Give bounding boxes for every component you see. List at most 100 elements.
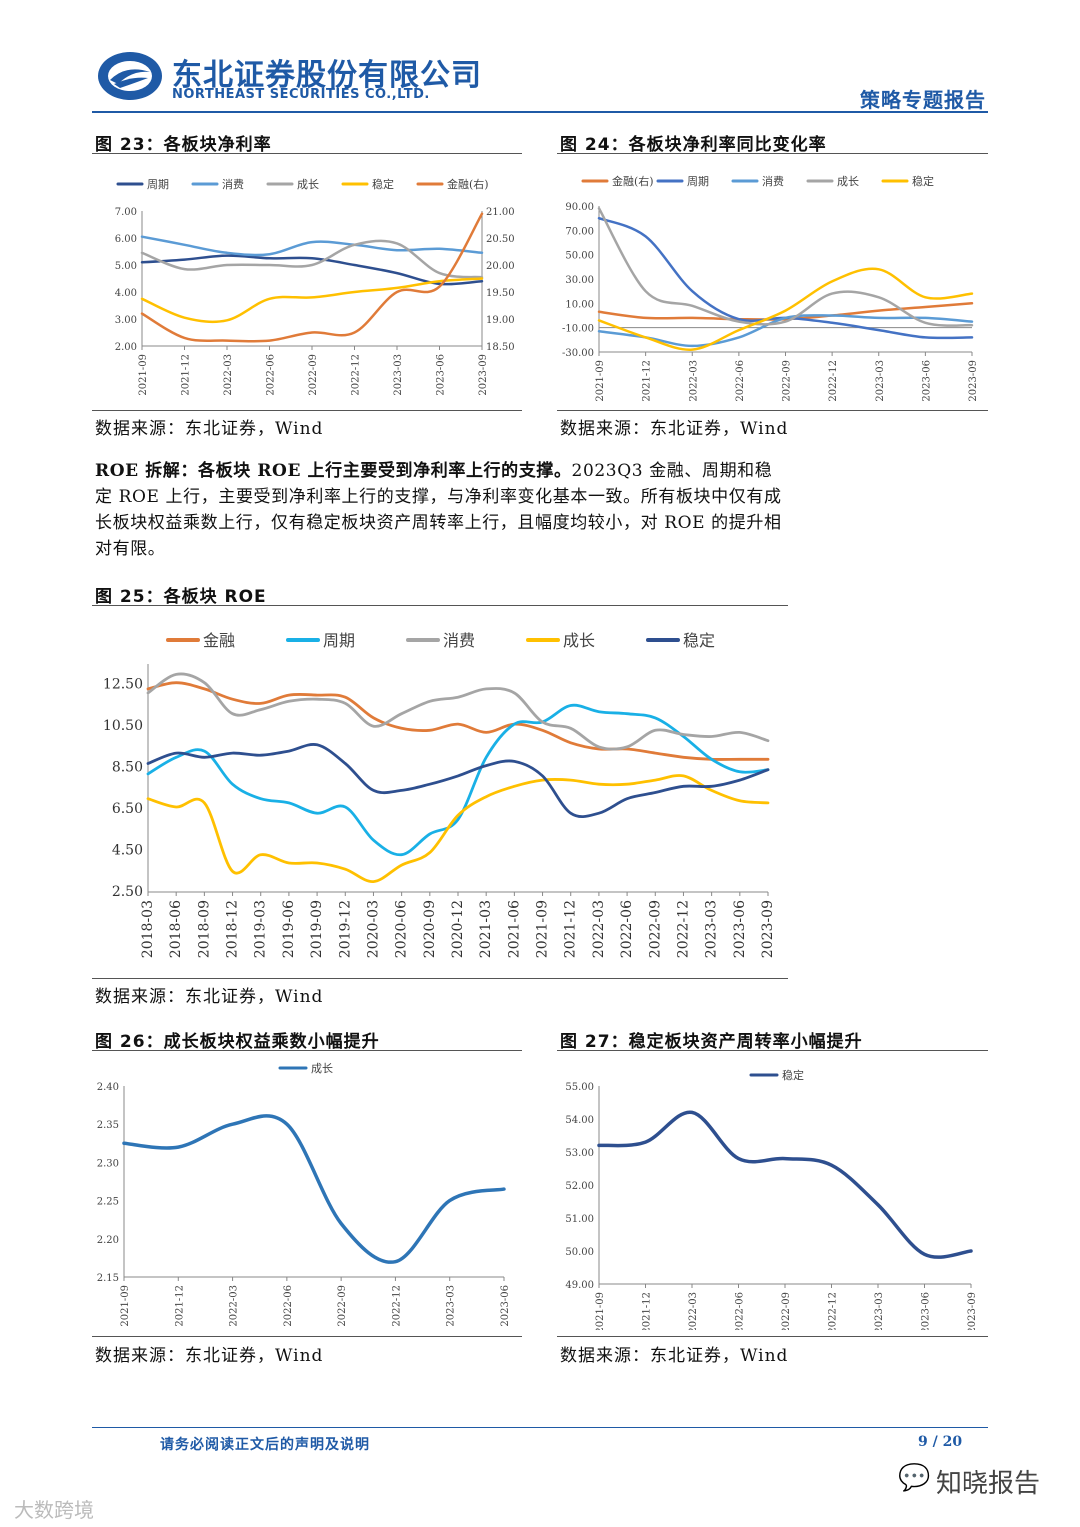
y2-tick-label: 20.50	[486, 234, 515, 245]
legend-label-金融右: 金融(右)	[447, 177, 489, 191]
legend-label-稳定: 稳定	[372, 177, 394, 191]
fig24-chart: 金融(右) 周期 消费 成长 稳定 90.00 70.00 50.00 30.00 10.00 -1…	[562, 174, 979, 402]
x-tick-label: 2022-09	[308, 354, 319, 396]
x-tick-label: 2021-09	[535, 900, 551, 958]
series-line-周期	[146, 703, 770, 857]
roe-paragraph: ROE 拆解：各板块 ROE 上行主要受到净利率上行的支撑。2023Q3 金融、…	[95, 458, 785, 562]
x-tick-label: 2022-09	[337, 1285, 348, 1327]
y-tick-label: 54.00	[565, 1115, 594, 1126]
y2-tick-label: 19.00	[486, 315, 515, 326]
x-tick-label: 2022-09	[647, 900, 663, 958]
x-tick-label: 2018-06	[168, 900, 184, 958]
fig23-source-rule	[92, 410, 522, 411]
x-tick-label: 2022-06	[283, 1285, 294, 1327]
footer-rule	[92, 1427, 988, 1428]
series-line-成长	[122, 1114, 506, 1264]
y-tick-label: 53.00	[565, 1148, 594, 1159]
legend-label-周期: 周期	[147, 178, 169, 191]
legend-label-稳定: 稳定	[782, 1068, 804, 1082]
legend-label-成长: 成长	[311, 1062, 333, 1075]
fig27-chart: 稳定55.0054.0053.0052.0051.0050.0049.00202…	[565, 1068, 978, 1330]
x-tick-label: 2021-12	[563, 900, 579, 958]
y-tick-label: 30.00	[565, 275, 594, 286]
legend-label-稳定: 稳定	[912, 174, 934, 188]
watermark-left: 大数跨境	[14, 1498, 94, 1522]
y-tick-label: -10.00	[562, 324, 594, 335]
y-tick-label: 3.00	[115, 315, 137, 326]
legend-label-金融右: 金融(右)	[612, 174, 654, 188]
x-tick-label: 2023-03	[875, 360, 886, 402]
x-tick-label: 2021-06	[506, 900, 522, 958]
x-tick-label: 2022-03	[688, 360, 699, 402]
fig25-source-rule	[92, 978, 788, 979]
x-tick-label: 2023-06	[500, 1285, 511, 1327]
legend-label-周期: 周期	[323, 631, 355, 650]
legend-label-消费: 消费	[443, 631, 475, 650]
y-tick-label: 51.00	[565, 1214, 594, 1225]
y-tick-label: 2.50	[112, 884, 143, 900]
fig27-title-rule	[557, 1050, 988, 1051]
y-tick-label: 70.00	[565, 226, 594, 237]
y-tick-label: 2.40	[97, 1082, 119, 1093]
x-tick-label: 2021-03	[478, 900, 494, 958]
report-type: 策略专题报告	[860, 88, 986, 112]
legend-label-消费: 消费	[762, 174, 784, 188]
fig25-source: 数据来源：东北证券，Wind	[95, 987, 324, 1007]
roe-paragraph-lead: ROE 拆解：各板块 ROE 上行主要受到净利率上行的支撑。	[95, 461, 572, 481]
fig26-title-rule	[92, 1050, 522, 1051]
x-tick-label: 2019-06	[281, 900, 297, 958]
x-tick-label: 2021-12	[642, 360, 653, 402]
series-line-金融右	[597, 302, 974, 321]
y-tick-label: 50.00	[565, 1247, 594, 1258]
fig24-source-rule	[557, 410, 988, 411]
x-tick-label: 2020-09	[422, 900, 438, 958]
series-line-消费	[140, 235, 484, 257]
y-tick-label: 6.00	[115, 234, 137, 245]
header-rule	[92, 111, 988, 113]
x-tick-label: 2023-09	[968, 360, 979, 402]
x-tick-label: 2021-09	[138, 354, 149, 396]
x-tick-label: 2023-03	[704, 900, 720, 958]
fig24-source: 数据来源：东北证券，Wind	[560, 419, 789, 439]
y-tick-label: 2.35	[97, 1120, 119, 1131]
x-tick-label: 2023-09	[760, 900, 776, 958]
y-tick-label: 6.50	[112, 801, 143, 817]
y2-tick-label: 21.00	[486, 207, 515, 218]
x-tick-label: 2022-09	[782, 360, 793, 402]
legend-label-周期: 周期	[687, 175, 709, 188]
y-tick-label: 2.25	[97, 1197, 119, 1208]
fig26-title: 图 26：成长板块权益乘数小幅提升	[95, 1032, 380, 1052]
series-line-周期	[140, 254, 484, 286]
x-tick-label: 2022-06	[735, 1292, 746, 1330]
x-tick-label: 2021-09	[595, 360, 606, 402]
legend-label-消费: 消费	[222, 177, 244, 191]
page-number: 9 / 20	[918, 1434, 963, 1450]
y-tick-label: 10.00	[565, 299, 594, 310]
x-tick-label: 2018-03	[140, 900, 156, 958]
fig23-title-rule	[92, 153, 522, 154]
x-tick-label: 2022-12	[828, 1292, 839, 1330]
x-tick-label: 2021-12	[642, 1292, 653, 1330]
company-name-cn: 东北证券股份有限公司	[172, 58, 482, 93]
x-tick-label: 2022-06	[266, 354, 277, 396]
y-tick-label: -30.00	[562, 348, 594, 359]
x-tick-label: 2022-03	[688, 1292, 699, 1330]
legend-label-成长: 成长	[563, 631, 595, 650]
x-tick-label: 2020-06	[394, 900, 410, 958]
x-tick-label: 2019-12	[337, 900, 353, 958]
y-tick-label: 2.15	[97, 1273, 119, 1284]
y-tick-label: 55.00	[565, 1082, 594, 1093]
x-tick-label: 2023-06	[921, 360, 932, 402]
series-line-成长	[146, 774, 770, 883]
x-tick-label: 2020-03	[365, 900, 381, 958]
series-line-稳定	[597, 267, 974, 351]
fig25-chart: 金融 周期 消费 成长 稳定12.5010.508.506.504.502.502018…	[103, 631, 776, 958]
series-line-稳定	[140, 277, 484, 324]
x-tick-label: 2022-09	[781, 1292, 792, 1330]
fig26-source-rule	[92, 1336, 522, 1337]
x-tick-label: 2022-03	[229, 1285, 240, 1327]
y-tick-label: 10.50	[103, 718, 143, 734]
series-line-成长	[597, 207, 974, 327]
y-tick-label: 90.00	[565, 202, 594, 213]
